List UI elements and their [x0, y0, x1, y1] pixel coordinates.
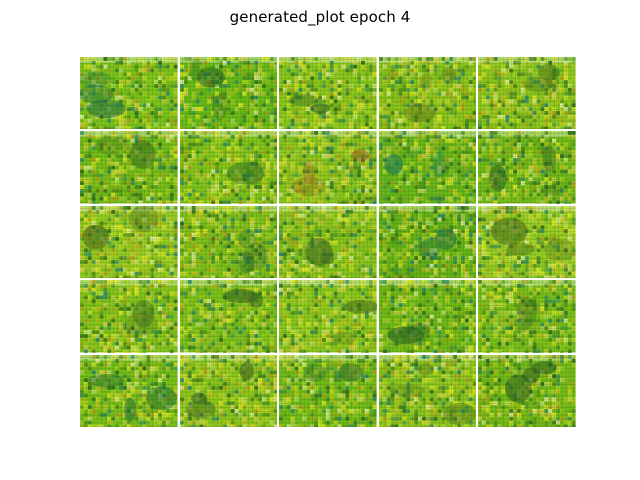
generated-image-tile	[80, 57, 178, 130]
generated-image-tile	[378, 354, 477, 427]
figure-title: generated_plot epoch 4	[229, 8, 411, 26]
generated-image-tile	[378, 205, 477, 279]
generated-image-tile	[279, 131, 377, 204]
generated-image-tile	[279, 205, 377, 279]
generated-image-tile	[279, 280, 377, 353]
generated-image-tile	[279, 354, 377, 427]
generated-image-tile	[80, 131, 178, 204]
generated-image-tile	[478, 205, 576, 279]
generated-image-tile	[80, 354, 178, 427]
generated-image-tile	[179, 205, 278, 279]
generated-image-grid	[80, 57, 576, 427]
generated-image-tile	[179, 280, 278, 353]
generated-image-tile	[179, 354, 278, 427]
generated-image-tile	[378, 280, 477, 353]
generated-image-tile	[478, 131, 576, 204]
generated-image-tile	[179, 57, 278, 130]
generated-image-tile	[279, 57, 377, 130]
generated-image-tile	[378, 57, 477, 130]
generated-image-tile	[179, 131, 278, 204]
generated-image-tile	[478, 280, 576, 353]
generated-image-tile	[80, 205, 178, 279]
generated-image-tile	[478, 57, 576, 130]
generated-image-tile	[378, 131, 477, 204]
generated-image-tile	[478, 354, 576, 427]
generated-image-tile	[80, 280, 178, 353]
